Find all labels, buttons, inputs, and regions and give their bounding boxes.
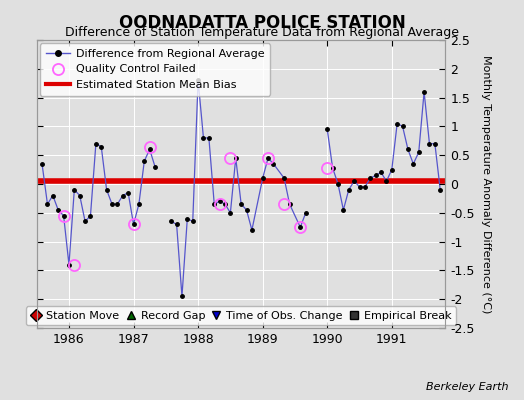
Legend: Station Move, Record Gap, Time of Obs. Change, Empirical Break: Station Move, Record Gap, Time of Obs. C… [26,306,456,325]
Text: Difference of Station Temperature Data from Regional Average: Difference of Station Temperature Data f… [65,26,459,39]
Text: Berkeley Earth: Berkeley Earth [426,382,508,392]
Y-axis label: Monthly Temperature Anomaly Difference (°C): Monthly Temperature Anomaly Difference (… [482,55,492,313]
Text: OODNADATTA POLICE STATION: OODNADATTA POLICE STATION [118,14,406,32]
